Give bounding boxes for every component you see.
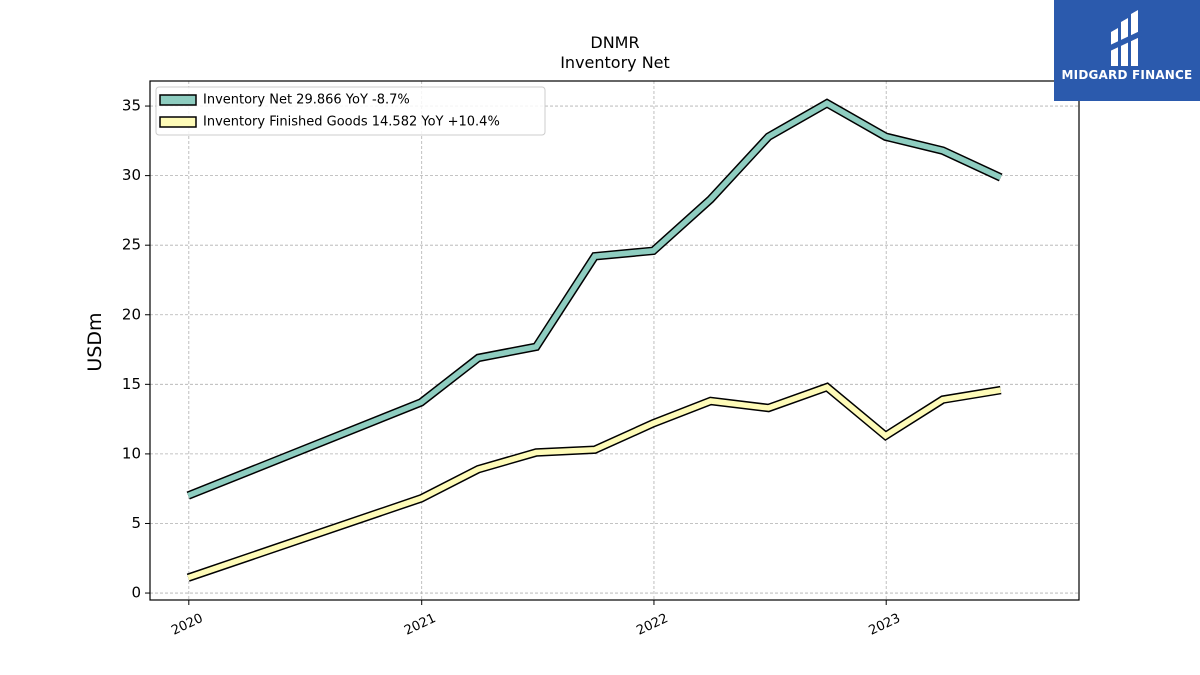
brand-name: MIDGARD FINANCE — [1061, 68, 1193, 82]
x-tick-label: 2021 — [402, 611, 438, 639]
y-tick-label: 25 — [122, 236, 141, 254]
series-2-line — [187, 383, 1002, 581]
y-tick-label: 35 — [122, 97, 141, 115]
brand-mark-icon — [1108, 10, 1142, 66]
y-tick-label: 5 — [131, 514, 141, 532]
y-tick-label: 30 — [122, 166, 141, 184]
series-layer — [186, 98, 1003, 582]
grid-lines — [150, 81, 1079, 600]
legend-swatch — [159, 116, 197, 128]
series-1-outline — [186, 98, 1003, 500]
y-tick-label: 15 — [122, 375, 141, 393]
chart-title: Inventory Net — [560, 53, 670, 72]
y-axis-label: USDm — [84, 312, 106, 371]
plot-frame — [149, 80, 1080, 601]
y-tick-label: 10 — [122, 444, 141, 462]
legend: Inventory Net 29.866 YoY -8.7% Inventory … — [155, 86, 546, 136]
y-axis: 0 5 10 15 20 25 30 35 — [122, 97, 150, 602]
legend-label: Inventory Net 29.866 YoY -8.7% — [203, 93, 410, 108]
chart-ticker: DNMR — [590, 33, 639, 52]
x-tick-label: 2020 — [169, 611, 205, 639]
brand-logo: MIDGARD FINANCE — [1054, 0, 1200, 101]
x-tick-label: 2022 — [634, 611, 670, 639]
x-tick-label: 2023 — [867, 611, 903, 639]
legend-box — [155, 86, 546, 136]
legend-swatch — [159, 94, 197, 106]
legend-label: Inventory Finished Goods 14.582 YoY +10.… — [203, 115, 500, 130]
series-2-outline — [186, 382, 1002, 582]
y-tick-label: 0 — [131, 584, 141, 602]
series-1-line — [187, 100, 1002, 499]
y-tick-label: 20 — [122, 305, 141, 323]
x-axis: 2020 2021 2022 2023 — [169, 600, 903, 639]
